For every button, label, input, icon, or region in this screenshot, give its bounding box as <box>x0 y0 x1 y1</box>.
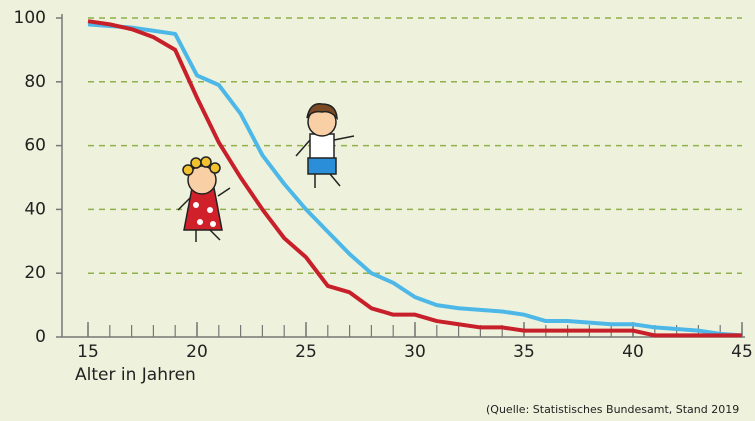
x-tick-label: 35 <box>513 342 535 362</box>
y-tick-label: 20 <box>24 263 46 283</box>
chart: Alter in Jahren (Quelle: Statistisches B… <box>0 0 755 421</box>
x-axis-label: Alter in Jahren <box>75 365 196 385</box>
x-tick-label: 15 <box>77 342 99 362</box>
y-tick-label: 60 <box>24 136 46 156</box>
series-line <box>88 21 742 335</box>
x-tick-label: 25 <box>295 342 317 362</box>
source: (Quelle: Statistisches Bundesamt, Stand … <box>486 403 739 416</box>
y-tick-label: 100 <box>14 8 46 28</box>
y-tick-label: 40 <box>24 199 46 219</box>
y-tick-label: 0 <box>35 327 46 347</box>
girl-illustration <box>178 157 230 242</box>
x-tick-label: 30 <box>404 342 426 362</box>
x-tick-label: 40 <box>622 342 644 362</box>
y-tick-label: 80 <box>24 72 46 92</box>
x-tick-label: 45 <box>731 342 753 362</box>
x-tick-label: 20 <box>186 342 208 362</box>
